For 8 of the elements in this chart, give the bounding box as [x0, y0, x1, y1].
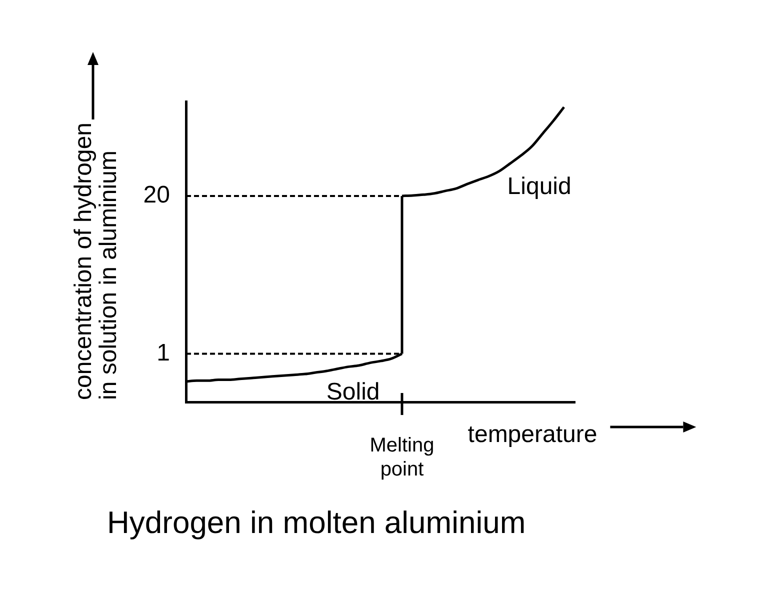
y-tick-label: 1: [156, 339, 170, 366]
text: Hydrogen in molten aluminium: [107, 505, 526, 540]
x-axis-title: temperature: [468, 421, 598, 448]
series-label: Liquid: [507, 173, 572, 200]
legend-label: Solid: [326, 378, 380, 406]
y-axis-title: concentration of hydrogen in solution in aluminium: [70, 122, 122, 400]
x-tick-label: Melting point: [370, 434, 434, 481]
y-tick-label: 20: [143, 182, 170, 209]
